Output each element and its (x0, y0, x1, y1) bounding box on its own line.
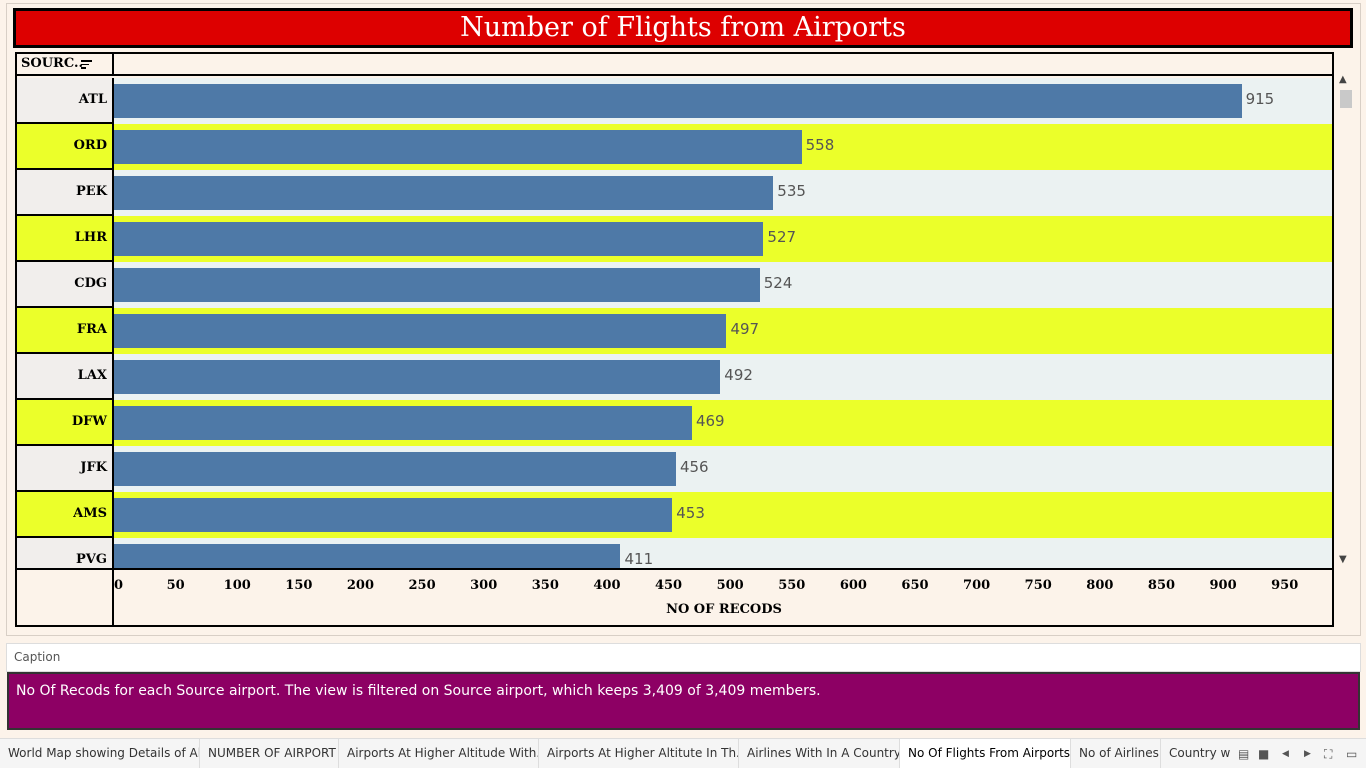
x-tick-label: 100 (223, 578, 251, 593)
bar-value-label: 411 (624, 550, 654, 568)
bar[interactable] (114, 452, 676, 486)
bar-value-label: 527 (767, 228, 797, 246)
tab-airports-higher-altitude-with[interactable]: Airports At Higher Altitude With... (339, 739, 539, 768)
bar-value-label: 469 (695, 412, 725, 430)
x-tick-label: 300 (470, 578, 498, 593)
bar[interactable] (114, 544, 621, 570)
x-tick-label: 150 (285, 578, 313, 593)
bar[interactable] (114, 84, 1242, 118)
scroll-thumb[interactable] (1340, 90, 1352, 108)
x-axis: 0 50 100 150 200 250 300 350 400 450 500 550 600 650 7… (17, 568, 1332, 625)
x-tick-label: 200 (346, 578, 375, 593)
presentation-icon[interactable]: ▭ (1346, 747, 1358, 761)
airport-label[interactable]: AMS (17, 492, 113, 538)
bar-rows: ATL 915 ORD 558 PEK 535 LHR 527 CDG 524 FRA 497 LAX 4… (17, 78, 1332, 570)
bar-value-label: 535 (777, 182, 806, 200)
table-row: CDG 524 (17, 262, 1332, 308)
chevron-up-icon[interactable]: ▲ (1339, 74, 1347, 85)
airport-label[interactable]: FRA (17, 308, 113, 354)
bar-value-label: 456 (679, 458, 709, 476)
x-tick-label: 500 (716, 578, 744, 593)
x-tick-label: 250 (408, 578, 436, 593)
bar[interactable] (114, 222, 764, 256)
airport-label[interactable]: DFW (17, 400, 113, 446)
airport-label[interactable]: CDG (17, 262, 113, 308)
vertical-scrollbar[interactable] (1337, 72, 1353, 570)
table-row: PEK 535 (17, 170, 1332, 216)
page-title: Number of Flights from Airports (13, 8, 1353, 48)
grid-view-icon[interactable]: ▤ (1238, 747, 1250, 761)
x-tick-label: 650 (901, 578, 929, 593)
x-tick-label: 450 (654, 578, 683, 593)
x-tick-label: 400 (593, 578, 621, 593)
x-tick-label: 600 (839, 578, 867, 593)
bar[interactable] (114, 498, 673, 532)
bar-value-label: 497 (730, 320, 760, 338)
bar[interactable] (114, 314, 727, 348)
column-header: SOURC.. (17, 54, 1332, 76)
caption-text: No Of Recods for each Source airport. Th… (7, 672, 1360, 730)
bar[interactable] (114, 268, 760, 302)
label-divider (112, 78, 114, 625)
bar[interactable] (114, 406, 692, 440)
tab-flights-from-airports[interactable]: No Of Flights From Airports (900, 739, 1071, 768)
tab-country[interactable]: Country w (1169, 746, 1231, 760)
chevron-down-icon[interactable]: ▼ (1339, 554, 1347, 565)
x-tick-label: 950 (1271, 578, 1299, 593)
next-tab-icon[interactable]: ▶ (1304, 749, 1311, 759)
table-row: LAX 492 (17, 354, 1332, 400)
x-tick-label: 750 (1024, 578, 1052, 593)
single-view-icon[interactable]: ■ (1258, 747, 1270, 761)
table-row: AMS 453 (17, 492, 1332, 538)
tab-airlines-in-country[interactable]: Airlines With In A Country (739, 739, 900, 768)
x-tick-label: 50 (166, 578, 185, 593)
sheet-tabs: World Map showing Details of Al... NUMBE… (0, 738, 1366, 768)
airport-label[interactable]: PVG (17, 538, 113, 570)
bar-value-label: 558 (805, 136, 835, 154)
table-row: ORD 558 (17, 124, 1332, 170)
table-row: ATL 915 (17, 78, 1332, 124)
bar-chart: SOURC.. ATL 915 ORD 558 PEK 535 LHR 527 CDG 524 FR… (15, 52, 1334, 627)
table-row: PVG 411 (17, 538, 1332, 570)
x-tick-label: 850 (1147, 578, 1176, 593)
airport-label[interactable]: ORD (17, 124, 113, 170)
x-tick-label: 800 (1086, 578, 1114, 593)
prev-tab-icon[interactable]: ◀ (1282, 749, 1289, 759)
header-divider (112, 54, 114, 76)
bar-value-label: 453 (676, 504, 705, 522)
fullscreen-icon[interactable]: ⛶ (1324, 747, 1333, 761)
airport-label[interactable]: LHR (17, 216, 113, 262)
x-tick-label: 900 (1209, 578, 1237, 593)
tab-number-of-airport[interactable]: NUMBER OF AIRPORT (200, 739, 339, 768)
x-tick-label: 700 (963, 578, 991, 593)
airport-label[interactable]: ATL (17, 78, 113, 124)
table-row: FRA 497 (17, 308, 1332, 354)
sort-descending-icon[interactable] (81, 60, 92, 70)
source-field-header[interactable]: SOURC.. (21, 56, 84, 71)
bar[interactable] (114, 360, 721, 394)
bar-value-label: 492 (724, 366, 753, 384)
airport-label[interactable]: LAX (17, 354, 113, 400)
table-row: JFK 456 (17, 446, 1332, 492)
tab-airports-higher-altitute-in[interactable]: Airports At Higher Altitute In Th... (539, 739, 739, 768)
x-tick-label: 550 (778, 578, 806, 593)
tab-no-of-airlines[interactable]: No of Airlines (1071, 739, 1161, 768)
x-tick-label: 350 (531, 578, 559, 593)
caption-header: Caption (6, 643, 1361, 672)
bar-value-label: 915 (1245, 90, 1275, 108)
airport-label[interactable]: PEK (17, 170, 113, 216)
tab-controls: ▤ ■ ◀ ▶ ⛶ ▭ (1232, 739, 1366, 768)
table-row: LHR 527 (17, 216, 1332, 262)
x-tick-label: 0 (114, 578, 124, 593)
bar[interactable] (114, 130, 802, 164)
tab-world-map[interactable]: World Map showing Details of Al... (0, 739, 200, 768)
x-axis-title: NO OF RECODS (666, 602, 782, 617)
table-row: DFW 469 (17, 400, 1332, 446)
airport-label[interactable]: JFK (17, 446, 113, 492)
bar-value-label: 524 (763, 274, 793, 292)
bar[interactable] (114, 176, 774, 210)
